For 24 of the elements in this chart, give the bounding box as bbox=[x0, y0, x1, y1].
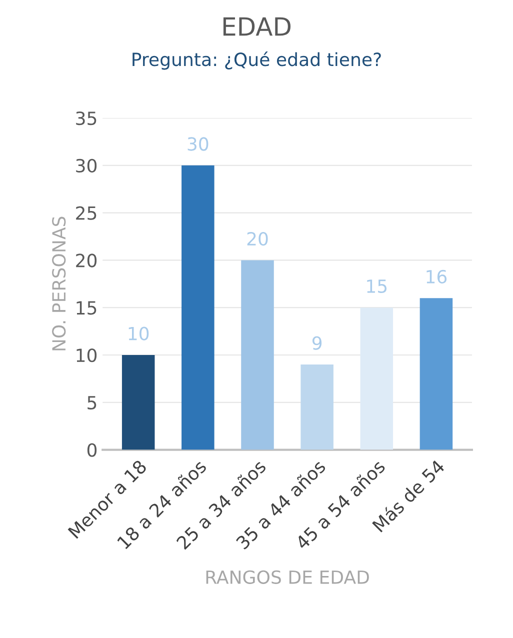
bar bbox=[420, 298, 453, 450]
bar bbox=[182, 165, 214, 450]
chart-subtitle: Pregunta: ¿Qué edad tiene? bbox=[132, 52, 381, 70]
bar bbox=[122, 355, 155, 450]
data-label: 15 bbox=[367, 280, 387, 293]
data-label: 9 bbox=[312, 336, 322, 350]
y-axis-title: NO. PERSONAS bbox=[52, 216, 66, 350]
y-tick-label: 20 bbox=[76, 254, 97, 268]
data-label: 16 bbox=[426, 270, 447, 284]
bar bbox=[360, 308, 394, 450]
y-tick-label: 10 bbox=[76, 348, 97, 362]
y-tick-label: 15 bbox=[76, 301, 96, 315]
bar bbox=[241, 260, 274, 450]
y-tick-label: 30 bbox=[76, 158, 97, 173]
data-label: 10 bbox=[128, 326, 149, 340]
x-axis-title: RANGOS DE EDAD bbox=[206, 570, 369, 584]
data-label: 20 bbox=[247, 232, 268, 246]
bar bbox=[300, 364, 334, 450]
chart-title: EDAD bbox=[223, 17, 291, 36]
y-tick-label: 35 bbox=[76, 111, 96, 126]
data-label: 30 bbox=[188, 137, 208, 151]
y-tick-label: 0 bbox=[87, 443, 97, 457]
y-tick-label: 25 bbox=[76, 206, 96, 220]
y-tick-label: 5 bbox=[88, 396, 96, 410]
